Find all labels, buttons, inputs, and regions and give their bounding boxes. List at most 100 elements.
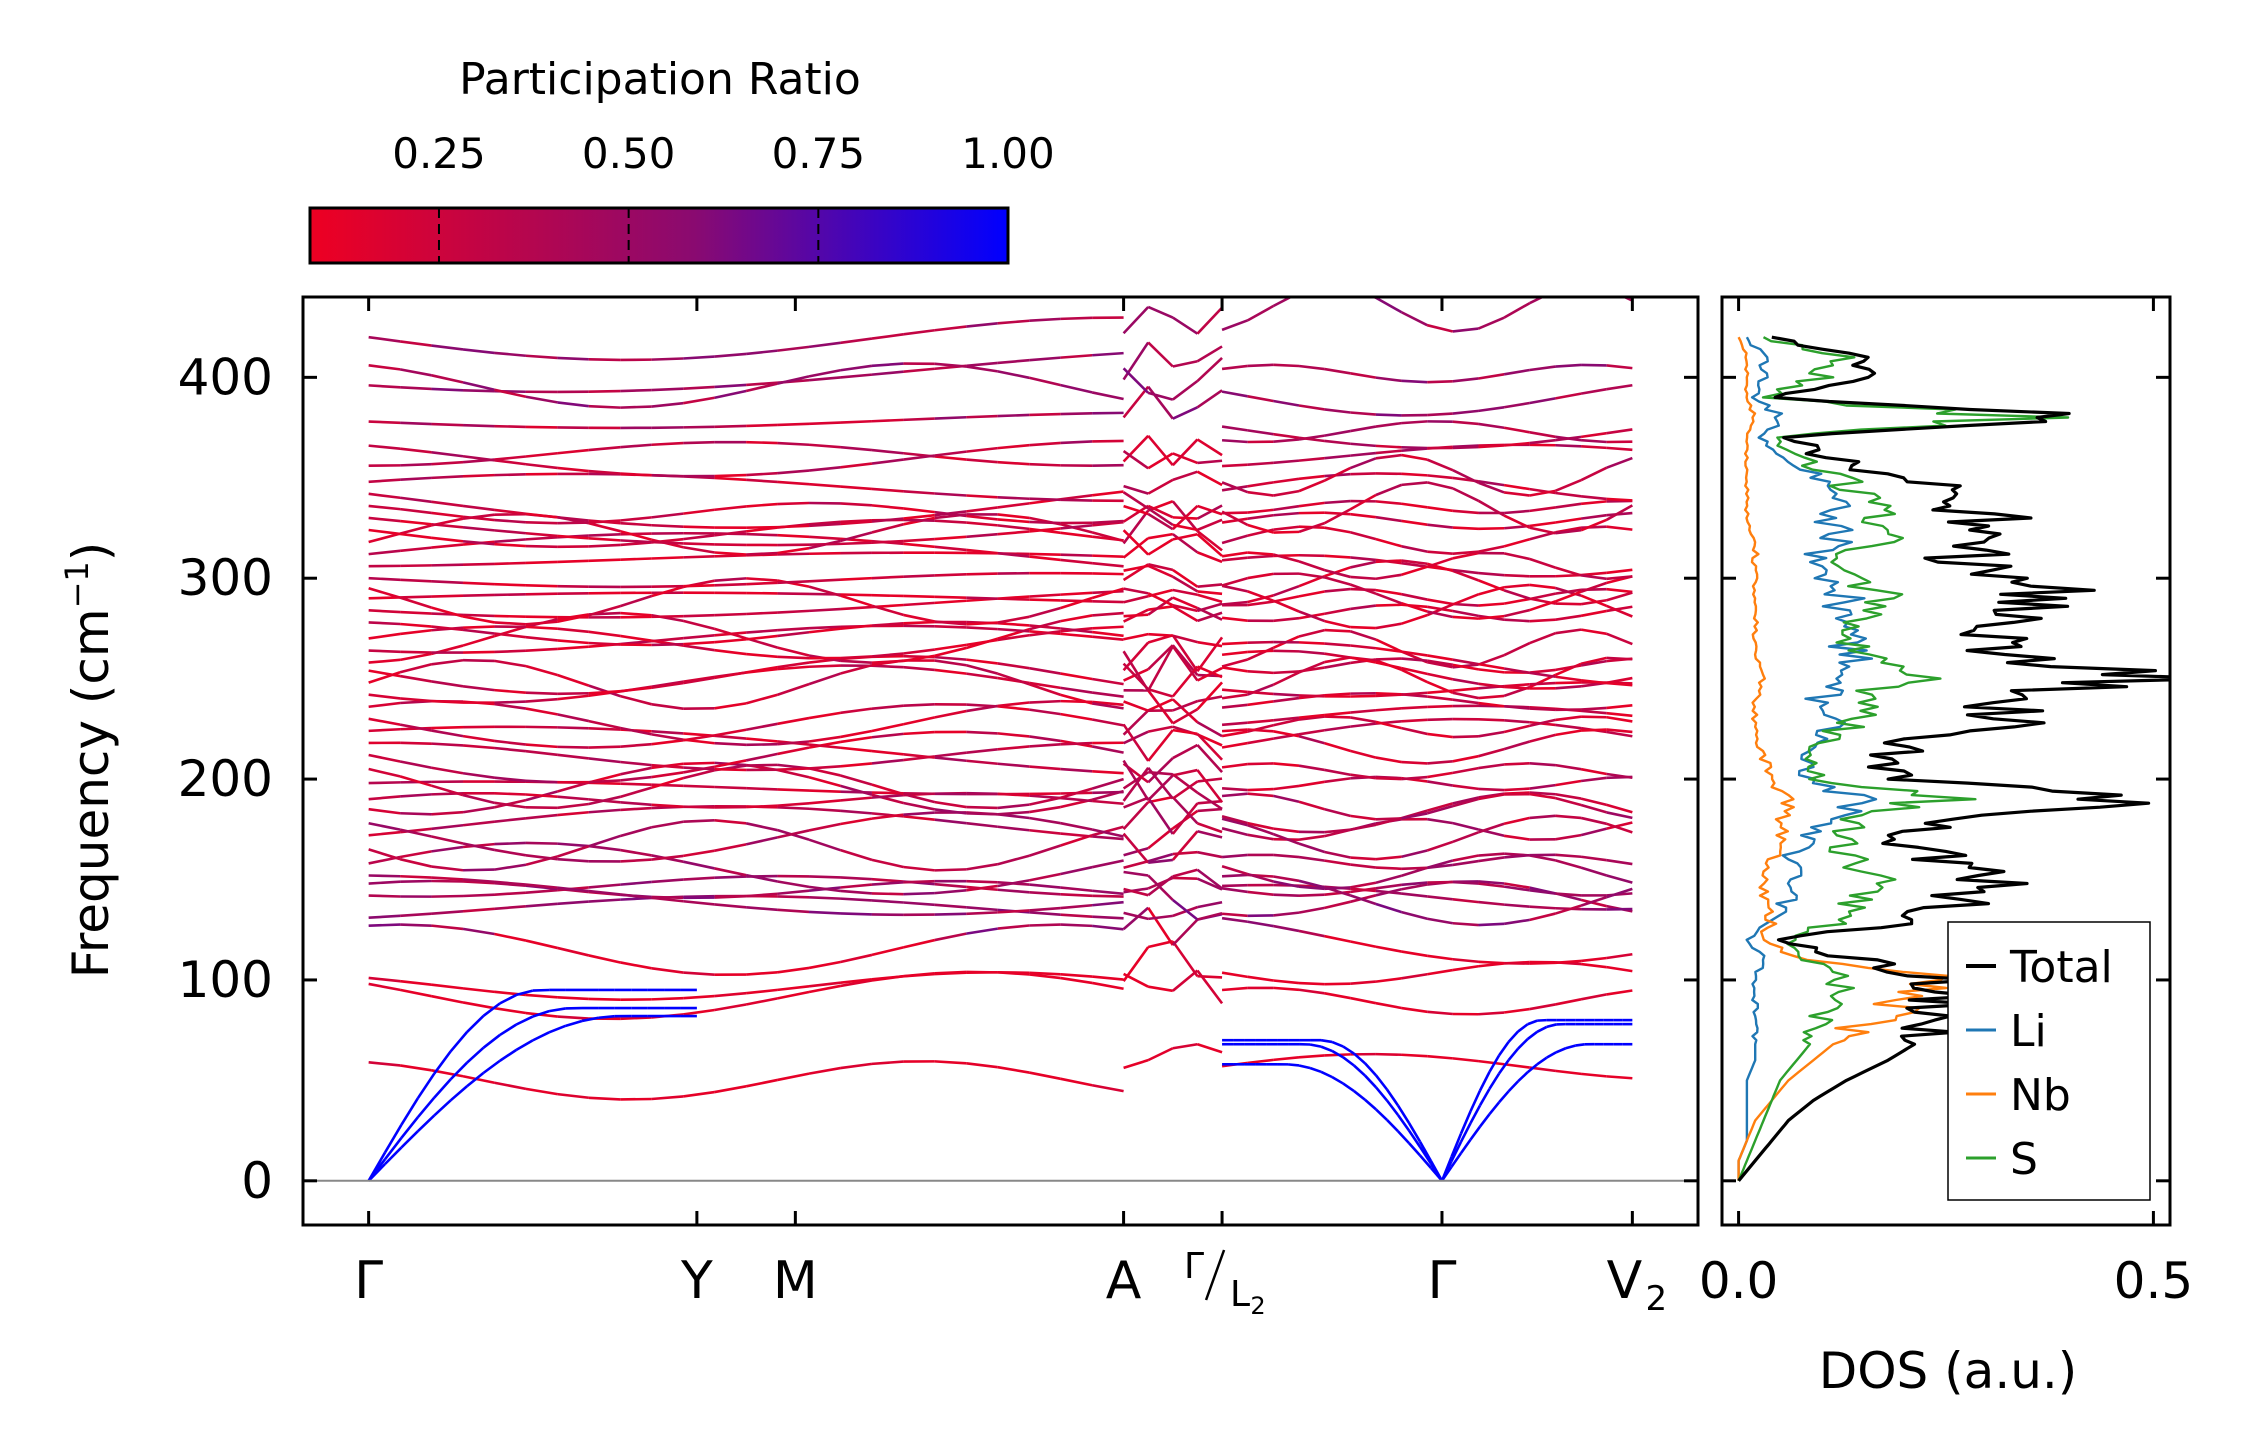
band-segment xyxy=(494,529,527,535)
band-segment xyxy=(525,395,558,404)
band-segment xyxy=(871,946,904,957)
band-segment xyxy=(400,650,432,654)
band-segment xyxy=(683,613,715,618)
band-segment xyxy=(934,800,967,809)
band-segment xyxy=(651,854,684,861)
band-segment xyxy=(494,473,526,477)
band-segment xyxy=(368,444,401,451)
band-segment xyxy=(934,646,967,658)
band-segment xyxy=(525,993,558,999)
band-segment xyxy=(368,821,401,831)
band-segment xyxy=(840,817,873,826)
band-segment xyxy=(1221,912,1248,918)
band-segment xyxy=(1452,569,1479,582)
band-segment xyxy=(934,912,967,916)
band-segment xyxy=(966,704,998,713)
band-segment xyxy=(1452,420,1479,426)
band-segment xyxy=(840,531,873,543)
band-segment xyxy=(1273,649,1300,653)
band-segment xyxy=(1478,856,1505,863)
band-segment xyxy=(1427,760,1453,765)
band-segment xyxy=(525,749,558,757)
band-segment xyxy=(620,472,652,477)
band-segment xyxy=(431,625,464,632)
band-segment xyxy=(1122,723,1150,762)
band-segment xyxy=(400,610,432,615)
band-segment xyxy=(1273,553,1300,563)
acoustic-branch-segment xyxy=(1536,1025,1548,1033)
band-segment xyxy=(1029,629,1061,637)
band-segment xyxy=(1147,532,1174,540)
band-segment xyxy=(1580,518,1608,532)
band-segment xyxy=(1172,876,1198,881)
band-segment xyxy=(682,849,715,858)
band-segment xyxy=(651,776,684,789)
band-segment xyxy=(1503,368,1530,376)
band-segment xyxy=(714,476,747,482)
band-segment xyxy=(1350,881,1377,889)
band-segment xyxy=(431,823,464,831)
band-segment xyxy=(1272,832,1300,845)
band-segment xyxy=(494,542,527,548)
band-segment xyxy=(714,894,747,899)
band-segment xyxy=(1171,830,1199,861)
band-segment xyxy=(871,458,904,465)
band-segment xyxy=(1172,359,1198,368)
band-segment xyxy=(1247,395,1274,403)
acoustic-branch-segment xyxy=(499,1048,518,1062)
band-segment xyxy=(431,699,464,704)
band-segment xyxy=(1196,636,1224,673)
band-segment xyxy=(620,848,652,857)
band-segment xyxy=(1426,557,1454,569)
band-segment xyxy=(1298,713,1325,719)
band-segment xyxy=(431,594,464,598)
band-segment xyxy=(1028,844,1062,857)
band-segment xyxy=(494,792,526,796)
band-segment xyxy=(840,762,873,768)
band-segment xyxy=(965,663,999,675)
band-segment xyxy=(1349,560,1377,569)
band-segment xyxy=(1555,664,1582,672)
band-segment xyxy=(399,828,432,838)
band-segment xyxy=(368,693,401,700)
band-segment xyxy=(903,703,935,708)
band-segment xyxy=(1504,583,1530,589)
band-segment xyxy=(966,821,998,829)
band-segment xyxy=(777,469,810,475)
band-segment xyxy=(494,614,526,618)
band-segment xyxy=(588,404,621,409)
band-segment xyxy=(1606,711,1633,718)
band-segment xyxy=(1375,376,1402,383)
acoustic-branch-segment xyxy=(449,1085,468,1102)
band-segment xyxy=(1060,923,1093,928)
acoustic-branch-segment xyxy=(482,1002,501,1017)
band-segment xyxy=(682,619,715,631)
band-segment xyxy=(777,740,810,746)
band-segment xyxy=(1028,682,1062,697)
band-segment xyxy=(494,863,527,871)
band-segment xyxy=(620,1016,652,1021)
band-segment xyxy=(1426,654,1454,661)
band-segment xyxy=(1555,443,1582,448)
band-segment xyxy=(966,658,998,665)
band-segment xyxy=(1298,885,1325,891)
band-segment xyxy=(651,642,684,647)
band-segment xyxy=(1298,560,1326,572)
band-segment xyxy=(1324,576,1351,586)
band-segment xyxy=(1060,353,1093,359)
acoustic-branch-segment xyxy=(1527,1019,1538,1026)
band-segment xyxy=(1452,766,1479,775)
band-segment xyxy=(871,813,904,820)
band-segment xyxy=(494,700,526,705)
band-segment xyxy=(1580,431,1607,439)
band-segment xyxy=(588,844,621,852)
band-segment xyxy=(1221,584,1248,593)
band-segment xyxy=(1401,892,1428,898)
band-segment xyxy=(1171,802,1199,835)
band-segment xyxy=(1092,635,1124,641)
acoustic-branch-segment xyxy=(383,1124,403,1154)
band-segment xyxy=(1503,834,1530,841)
band-segment xyxy=(966,532,998,539)
